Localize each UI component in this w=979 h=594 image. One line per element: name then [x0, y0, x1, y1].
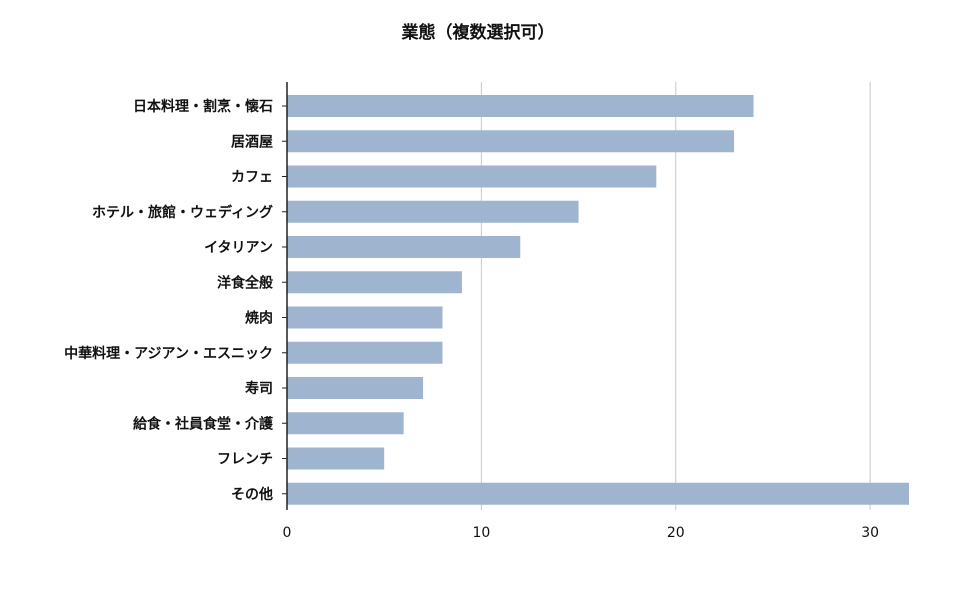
category-label-1: 日本料理・割烹・懐石	[133, 98, 273, 115]
bar-6	[287, 271, 462, 294]
category-label-11: フレンチ	[217, 452, 273, 468]
bar-3	[287, 165, 657, 188]
category-label-9: 寿司	[245, 380, 273, 397]
bar-7	[287, 306, 443, 329]
category-label-4: ホテル・旅館・ウェディング	[92, 204, 273, 221]
bars	[287, 95, 909, 505]
x-tick-labels: 0 10 20 30	[283, 525, 880, 541]
bar-10	[287, 412, 404, 435]
bar-5	[287, 236, 521, 258]
bar-12	[287, 482, 909, 505]
category-label-12: その他	[231, 486, 273, 503]
category-label-10: 給食・社員食堂・介護	[133, 415, 274, 432]
bar-1	[287, 95, 754, 117]
bar-9	[287, 377, 424, 399]
x-tick-label-30: 30	[861, 525, 879, 541]
gridlines	[480, 82, 871, 510]
x-tick-label-0: 0	[283, 525, 292, 541]
category-labels: 日本料理・割烹・懐石居酒屋カフェホテル・旅館・ウェディングイタリアン洋食全般焼肉…	[64, 98, 274, 503]
category-label-8: 中華料理・アジアン・エスニック	[64, 345, 273, 362]
x-tick-label-10: 10	[472, 525, 490, 541]
category-label-7: 焼肉	[245, 310, 273, 327]
category-label-3: カフェ	[231, 170, 273, 186]
category-label-2: 居酒屋	[231, 134, 273, 150]
bar-2	[287, 130, 735, 153]
bar-8	[287, 341, 443, 364]
x-tick-label-20: 20	[667, 525, 685, 541]
bar-11	[287, 447, 385, 470]
category-label-5: イタリアン	[204, 240, 273, 256]
bar-4	[287, 200, 579, 223]
category-label-6: 洋食全般	[217, 274, 273, 291]
chart-title: 業態（複数選択可）	[402, 22, 555, 43]
axes	[282, 82, 288, 510]
